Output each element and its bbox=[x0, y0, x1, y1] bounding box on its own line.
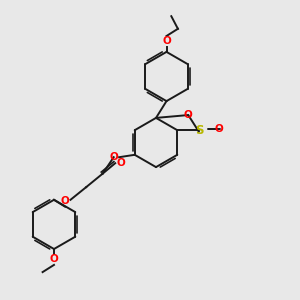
Text: S: S bbox=[195, 124, 203, 137]
Text: O: O bbox=[215, 124, 224, 134]
Text: O: O bbox=[117, 158, 126, 168]
Text: O: O bbox=[109, 152, 118, 162]
Text: O: O bbox=[61, 196, 70, 206]
Text: O: O bbox=[184, 110, 193, 120]
Text: O: O bbox=[162, 36, 171, 46]
Text: O: O bbox=[50, 254, 58, 265]
